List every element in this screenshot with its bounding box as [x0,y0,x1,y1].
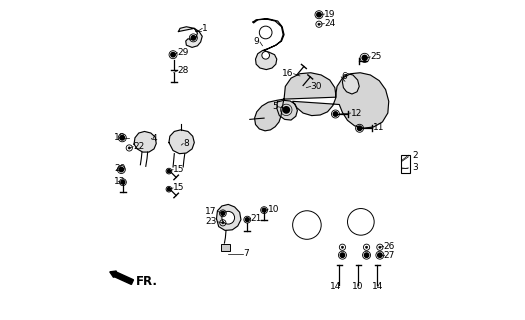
Text: 15: 15 [173,165,185,174]
Circle shape [121,180,125,184]
Text: 5: 5 [272,102,278,111]
Circle shape [222,222,224,224]
Circle shape [341,246,343,248]
Polygon shape [277,100,297,120]
Text: 10: 10 [352,282,363,291]
Text: 15: 15 [173,183,185,192]
FancyArrow shape [110,271,133,284]
Text: 19: 19 [324,10,336,19]
Circle shape [362,55,367,60]
Text: 4: 4 [152,134,157,143]
Text: 11: 11 [373,123,384,132]
Text: 28: 28 [177,66,189,75]
Polygon shape [178,27,202,47]
Circle shape [283,107,289,113]
Circle shape [358,126,362,131]
Text: 29: 29 [177,48,189,57]
Circle shape [340,253,344,257]
Text: 18: 18 [114,133,125,142]
Polygon shape [169,130,194,154]
Text: 23: 23 [205,217,216,226]
Text: 12: 12 [351,108,362,117]
Circle shape [167,188,171,191]
Text: 14: 14 [372,282,383,291]
Text: 3: 3 [412,164,418,172]
Text: 14: 14 [330,282,341,291]
Text: 27: 27 [384,251,395,260]
Circle shape [317,12,321,17]
Text: 10: 10 [268,205,280,214]
Circle shape [167,170,171,173]
Text: 9: 9 [253,37,259,46]
Circle shape [128,147,130,149]
Text: 25: 25 [370,52,382,61]
Text: 7: 7 [244,249,249,258]
Text: 21: 21 [250,214,262,223]
Text: FR.: FR. [136,275,158,288]
Polygon shape [216,204,241,230]
Circle shape [292,211,321,239]
Text: 22: 22 [133,142,144,151]
Text: 8: 8 [183,139,189,148]
Circle shape [191,36,196,40]
Polygon shape [342,74,359,94]
Polygon shape [134,132,156,152]
Circle shape [364,253,369,257]
Circle shape [262,208,266,212]
Circle shape [318,23,320,25]
Circle shape [222,212,235,224]
Circle shape [259,26,272,39]
Circle shape [262,52,269,59]
Text: 30: 30 [311,82,322,91]
Circle shape [333,112,338,116]
Text: 6: 6 [341,72,347,81]
Circle shape [221,212,225,215]
Circle shape [365,246,368,248]
Text: 2: 2 [412,151,418,160]
Circle shape [171,52,175,57]
Text: 1: 1 [202,24,208,33]
Circle shape [379,246,381,248]
Bar [220,244,230,252]
Circle shape [377,253,382,257]
Polygon shape [255,73,388,131]
Text: 16: 16 [282,69,293,78]
Circle shape [120,136,124,140]
Circle shape [245,218,249,221]
Text: 17: 17 [205,207,216,216]
Text: 26: 26 [384,242,395,251]
Text: 20: 20 [114,164,125,173]
Text: 24: 24 [324,19,335,28]
Polygon shape [253,19,284,69]
Circle shape [119,167,123,172]
Circle shape [348,209,374,235]
Text: 13: 13 [114,177,125,186]
